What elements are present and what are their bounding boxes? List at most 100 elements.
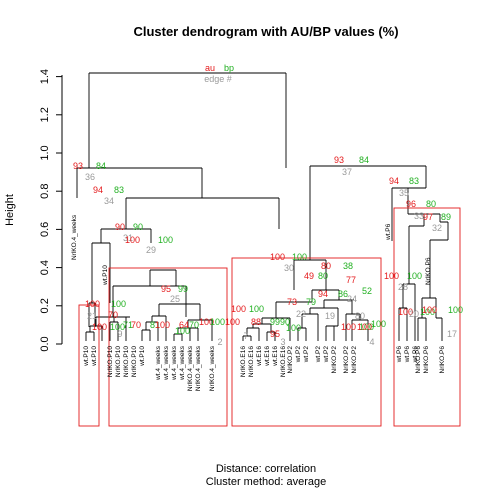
legend-edge: edge # <box>204 74 232 84</box>
au-box-2 <box>108 267 228 427</box>
edge-au: 94 <box>318 289 328 299</box>
leaf-label: NrlKO.P10 <box>123 346 130 377</box>
leaf-label: NrlKO.P10 <box>131 346 138 377</box>
leaf-label: wt.P2 <box>323 346 330 364</box>
y-tick-label: 0.2 <box>39 298 51 313</box>
edge-bp: 70 <box>189 320 199 330</box>
edge-bp: 99 <box>270 317 280 327</box>
edge-bp: 89 <box>441 212 451 222</box>
leaf-label: wt.P10 <box>139 346 146 367</box>
edge-au: 100 <box>155 320 170 330</box>
edge-au: 49 <box>304 271 314 281</box>
edge-au: 88 <box>251 317 261 327</box>
edge-id: 34 <box>104 196 114 206</box>
edge-au: 73 <box>287 297 297 307</box>
leaf-label: NrlKO.P2 <box>343 346 350 374</box>
chart-title: Cluster dendrogram with AU/BP values (%) <box>133 24 398 39</box>
leaf-label: wt.4_weeks <box>171 345 178 381</box>
au-box-4 <box>393 207 461 427</box>
edge-au: 90 <box>115 222 125 232</box>
leaf-labels: wt.P10 wt.P10 NrlKO.P10 NrlKO.P10 NrlKO.P10 N… <box>83 345 446 391</box>
edge-bp: 99 <box>178 284 188 294</box>
edge-bp: 81 <box>150 320 160 330</box>
edge-bp: 100 <box>249 304 264 314</box>
edge-id: 2 <box>217 337 222 347</box>
edge-bp: 100 <box>286 323 301 333</box>
edge-au: 100 <box>422 305 437 315</box>
leaf-label: wt.P10 <box>83 346 90 367</box>
y-axis: 0.0 0.2 0.4 0.6 0.8 1.0 1.2 1.4 <box>39 69 63 352</box>
edge-au: 70 <box>131 320 141 330</box>
edge-au: 77 <box>346 275 356 285</box>
edge-id: 35 <box>399 188 409 198</box>
edge-bp: 100 <box>407 271 422 281</box>
edge-bp: 100 <box>210 317 225 327</box>
edge-id: 25 <box>170 294 180 304</box>
edge-bp: 38 <box>343 261 353 271</box>
edge-id: 30 <box>284 263 294 273</box>
edge-bp: 80 <box>318 271 328 281</box>
leaf-label: wt.P2 <box>303 346 310 364</box>
leaf-label: NrlKO.P6 <box>439 346 446 374</box>
leaf-label: wt.E16 <box>264 346 271 367</box>
edge-id: 28 <box>398 282 408 292</box>
leaf-label: NrlKO.P10 <box>107 346 114 377</box>
edge-bp: 100 <box>175 326 190 336</box>
edge-id: 32 <box>432 223 442 233</box>
edge-au: 70 <box>108 310 118 320</box>
leaf-label: wt.P6 <box>412 346 419 364</box>
leaf-label: NrlKO.P2 <box>287 346 294 374</box>
edge-au: 100 <box>225 317 240 327</box>
edge-bp: 90 <box>133 222 143 232</box>
leaf-label: wt.P6 <box>404 346 411 364</box>
leaf-label: NrlKO.4_weeks <box>209 345 216 391</box>
edge-id: 33 <box>414 211 424 221</box>
leaf-label: wt.E16 <box>272 346 279 367</box>
branch-label: wt.P10 <box>102 265 109 286</box>
leaf-label: wt.P10 <box>91 346 98 367</box>
leaf-label: wt.4_weeks <box>163 345 170 381</box>
edge-bp: 80 <box>426 199 436 209</box>
leaf-label: NrlKO.P10 <box>115 346 122 377</box>
leaf-label: wt.P6 <box>396 346 403 364</box>
edge-au: 100 <box>199 317 214 327</box>
edge-au: 93 <box>73 161 83 171</box>
edge-id: 17 <box>447 329 457 339</box>
edge-bp: 52 <box>362 286 372 296</box>
edge-au: 100 <box>398 307 413 317</box>
edge-au: 100 <box>384 271 399 281</box>
edge-au: 100 <box>92 322 107 332</box>
edge-au: 64 <box>179 320 189 330</box>
leaf-label: NrlKO.4_weeks <box>195 345 202 391</box>
edge-id: 20 <box>409 309 419 319</box>
edge-bp: 100 <box>359 322 374 332</box>
y-tick-label: 0.6 <box>39 222 51 237</box>
edge-bp: 71 <box>123 320 133 330</box>
edge-id: 7 <box>243 331 248 341</box>
edge-id: 22 <box>296 309 306 319</box>
y-tick-label: 1.4 <box>39 69 51 84</box>
edge-au: 93 <box>334 155 344 165</box>
edge-au: 80 <box>321 261 331 271</box>
edge-bp: 100 <box>110 322 125 332</box>
edge-id: 9 <box>117 329 122 339</box>
branch-label: wt.P6 <box>385 223 392 241</box>
edge-au: 96 <box>406 199 416 209</box>
leaf-label: NrlKO.4_weeks <box>187 345 194 391</box>
edge-au: 94 <box>93 185 103 195</box>
edge-id: 80 <box>355 311 365 321</box>
edge-au: 94 <box>389 176 399 186</box>
edge-au: 100 <box>125 235 140 245</box>
edge-au: 97 <box>423 212 433 222</box>
edge-bp: 100 <box>158 235 173 245</box>
edge-au: 100 <box>231 304 246 314</box>
edge-id: 37 <box>342 167 352 177</box>
footer-method: Cluster method: average <box>206 476 326 488</box>
edge-au: 100 <box>270 252 285 262</box>
y-tick-label: 0.4 <box>39 260 51 275</box>
edge-au: 100 <box>341 322 356 332</box>
leaf-label: NrlKO.P2 <box>351 346 358 374</box>
edge-id: 29 <box>146 245 156 255</box>
y-axis-label: Height <box>4 194 16 226</box>
